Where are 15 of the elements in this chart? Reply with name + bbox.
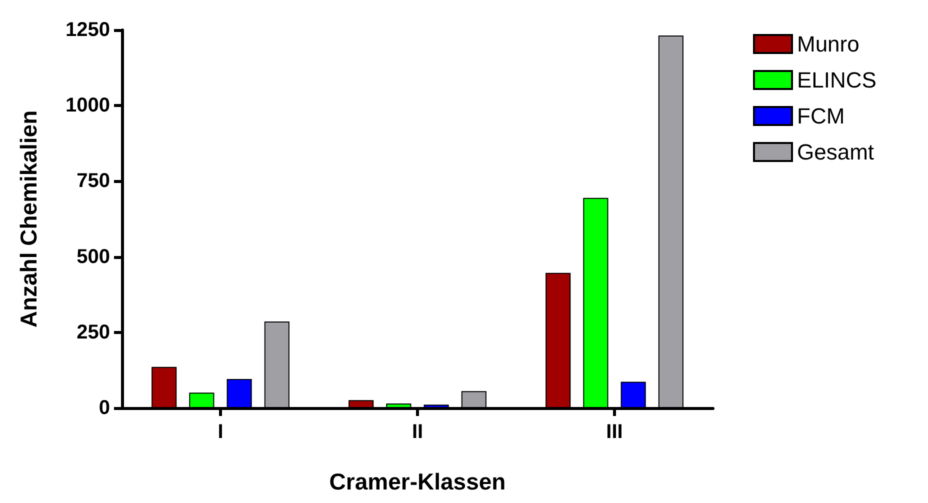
y-axis-title: Anzahl Chemikalien bbox=[16, 110, 42, 328]
y-tick-label: 1250 bbox=[66, 19, 110, 41]
y-tick-label: 250 bbox=[76, 321, 110, 344]
y-tick-label: 0 bbox=[98, 397, 110, 419]
x-axis-title: Cramer-Klassen bbox=[329, 468, 506, 494]
x-tick-label: III bbox=[606, 421, 623, 443]
y-tick-label: 750 bbox=[76, 170, 110, 192]
legend-label: ELINCS bbox=[797, 68, 876, 92]
y-tick-label: 1000 bbox=[66, 94, 110, 117]
legend-label: Gesamt bbox=[797, 140, 874, 164]
x-tick-label: II bbox=[412, 421, 424, 443]
x-tick-label: I bbox=[218, 421, 224, 443]
legend-label: Munro bbox=[797, 32, 860, 56]
legend-label: FCM bbox=[797, 104, 845, 128]
y-tick-label: 500 bbox=[76, 246, 110, 268]
